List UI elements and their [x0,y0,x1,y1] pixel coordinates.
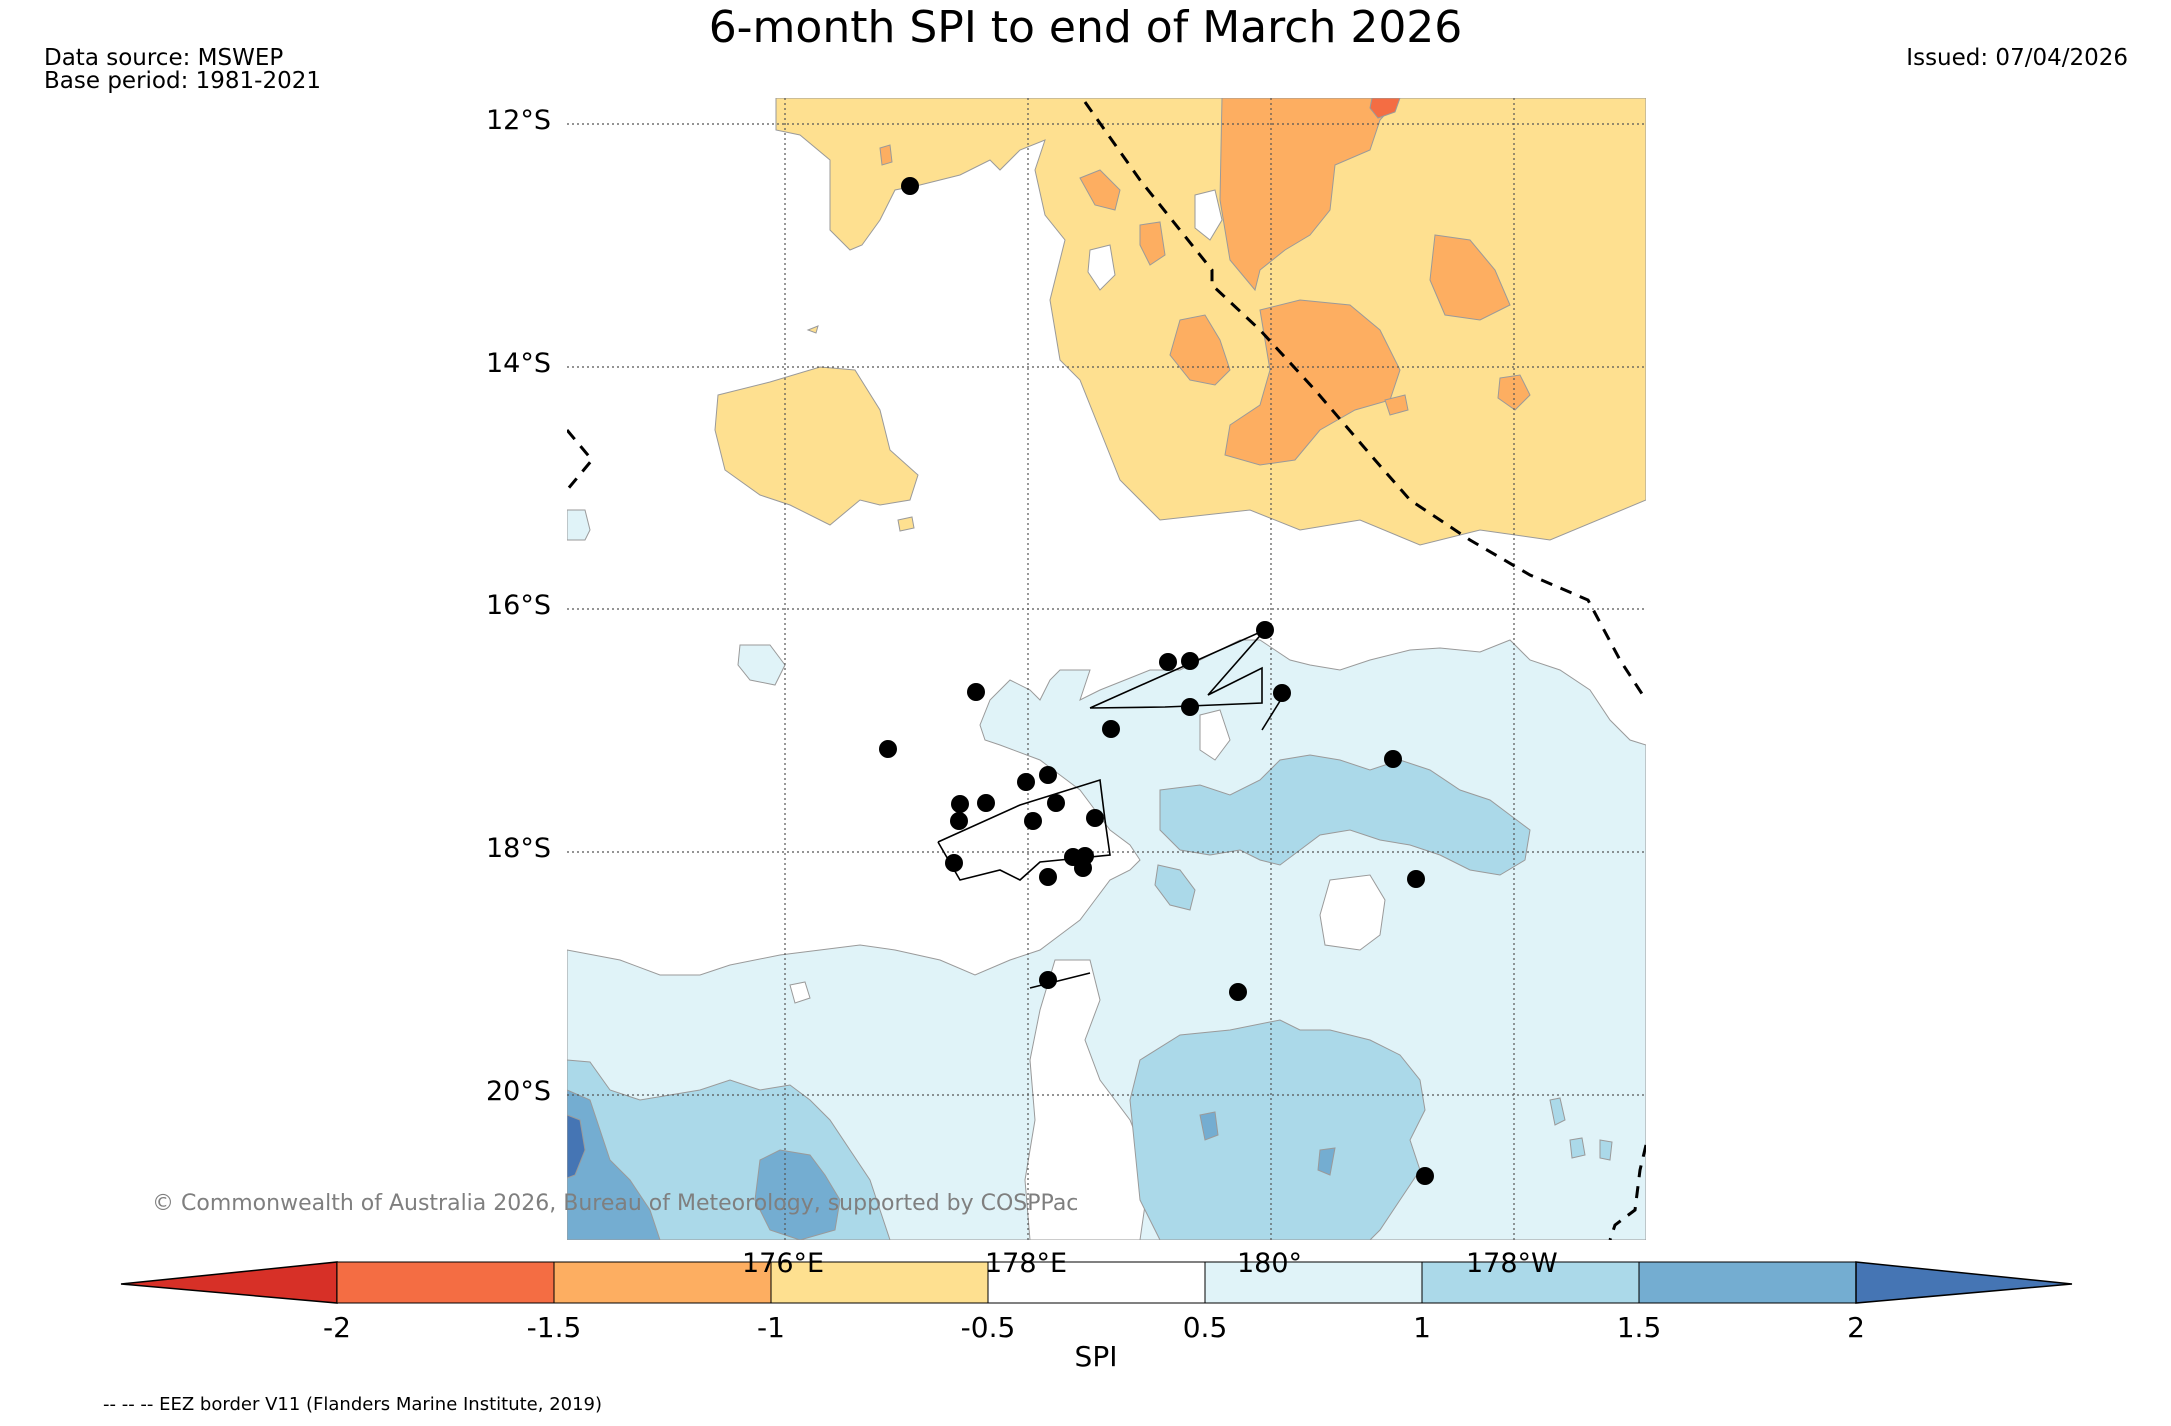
map-area [567,98,1646,1240]
spi-contour-wet-very-strong-2 [754,1149,841,1240]
colorbar-label: 0.5 [1182,1311,1228,1344]
spi-contour-wet-strong-small [1549,1097,1613,1161]
spi-contour-dry-severe-east [1429,234,1511,321]
spi-contour-dry-severe [1219,98,1401,292]
eez-footnote: -- -- -- EEZ border V11 (Flanders Marine… [103,1394,603,1415]
lat-label-14s: 14°S [486,348,551,379]
station-markers [879,177,1434,1185]
spi-contour-dry-severe-small-2 [1139,221,1166,266]
colorbar-extend-high [1855,1261,2073,1304]
spi-contour-wet-very-strong [567,1089,661,1240]
lat-label-18s: 18°S [486,833,551,864]
spi-contour-wet-extreme [567,1114,586,1179]
spi-contour-dry-extreme [1369,98,1401,119]
spi-contour-dry-severe-small-1 [1079,169,1121,211]
colorbar-label: 1.5 [1616,1311,1662,1344]
eez-border [567,101,1646,1240]
spi-contour-wet-strong-south [1129,1019,1426,1240]
lat-label-16s: 16°S [486,590,551,621]
spi-contour-dry-moderate [775,98,1646,546]
data-source-text: Data source: MSWEP [44,45,284,71]
base-period-text: Base period: 1981-2021 [44,68,322,94]
spi-contour-dry-severe-small-4 [1384,394,1409,416]
copyright-notice: © Commonwealth of Australia 2026, Bureau… [152,1191,1079,1216]
colorbar-segment-6 [1421,1261,1640,1304]
spi-contour-dry-severe-small-5 [879,144,893,166]
colorbar-label: 2 [1847,1311,1865,1344]
spi-contour-dry-severe-west [1169,314,1231,386]
spi-contour-dry-moderate-island-small [897,516,915,532]
colorbar-title: SPI [1074,1340,1118,1373]
colorbar-label: 1 [1413,1311,1431,1344]
spi-contour-wet-moderate-island-2 [567,509,591,541]
colorbar-segment-1 [336,1261,555,1304]
spi-contour-wet-strong-east [1159,754,1531,876]
spi-contour-wet-moderate-island-1 [737,644,786,686]
colorbar-label: -2 [323,1311,351,1344]
graticule [567,98,1646,1240]
metadata-left: Data source: MSWEP Base period: 1981-202… [44,47,321,93]
colorbar-segment-5 [1204,1261,1423,1304]
colorbar-label: -0.5 [960,1311,1016,1344]
lon-label-178e: 178°E [985,1248,1068,1279]
lon-label-178w: 178°W [1466,1248,1558,1279]
spi-contour-near-normal-hole-2 [1087,244,1116,291]
spi-contour-near-normal-hole-6 [1199,709,1231,761]
colorbar-label: -1 [757,1311,785,1344]
lat-label-20s: 20°S [486,1076,551,1107]
colorbar-segment-2 [553,1261,772,1304]
map-title: 6-month SPI to end of March 2026 [708,2,1463,53]
lon-label-176e: 176°E [742,1248,825,1279]
spi-contour-near-normal-hole-5 [789,981,811,1004]
spi-contour-wet-very-strong-3 [1199,1111,1336,1176]
colorbar-label: -1.5 [526,1311,582,1344]
issued-date: Issued: 07/04/2026 [1906,45,2128,71]
spi-contour-wet-strong-islet [1154,864,1196,911]
spi-contour-dry-moderate-island-tiny [806,325,819,334]
colorbar-segment-7 [1638,1261,1857,1304]
spi-contour-near-normal-hole-1 [1194,189,1223,241]
colorbar-segment-3 [770,1261,989,1304]
lat-label-12s: 12°S [486,105,551,136]
spi-contour-dry-severe-small-3 [1497,374,1531,411]
spi-contour-near-normal-hole-3 [1319,874,1386,951]
colorbar-extend-low [120,1261,338,1304]
lon-label-180: 180° [1237,1248,1303,1279]
colorbar [120,1261,2073,1304]
spi-contour-dry-moderate-island [714,366,919,526]
